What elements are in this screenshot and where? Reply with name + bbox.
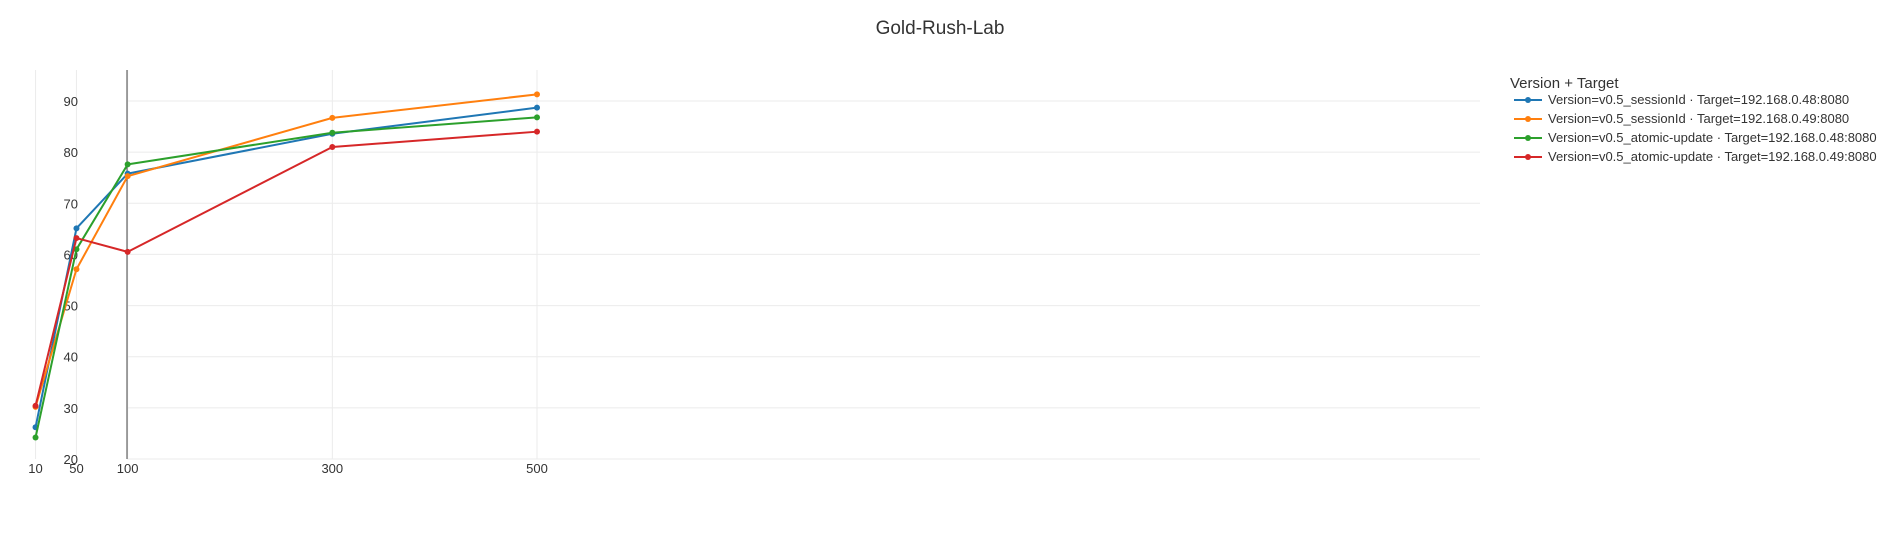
legend-swatch-marker <box>1525 135 1531 141</box>
x-tick-label: 500 <box>526 461 548 476</box>
data-point[interactable] <box>32 402 39 409</box>
legend-swatch-marker <box>1525 97 1531 103</box>
series-line <box>34 106 538 428</box>
x-tick-label: 300 <box>321 461 343 476</box>
series-group <box>32 128 540 409</box>
legend-title: Version + Target <box>1510 75 1619 92</box>
data-point[interactable] <box>534 128 540 135</box>
legend-item[interactable]: Version=v0.5_sessionId · Target=192.168.… <box>1514 111 1849 126</box>
series-group <box>32 104 540 431</box>
x-tick-label: 50 <box>69 461 83 476</box>
y-tick-label: 70 <box>64 196 78 211</box>
y-tick-label: 40 <box>64 350 78 365</box>
y-tick-label: 20 <box>64 452 78 467</box>
data-point[interactable] <box>534 114 540 121</box>
y-tick-label: 80 <box>64 145 78 160</box>
legend-swatch-marker <box>1525 116 1531 122</box>
chart-title: Gold-Rush-Lab <box>876 18 1005 39</box>
legend-label: Version=v0.5_sessionId · Target=192.168.… <box>1548 111 1849 126</box>
data-point[interactable] <box>124 161 131 168</box>
series-line <box>34 130 538 407</box>
data-point[interactable] <box>124 248 131 255</box>
data-point[interactable] <box>329 144 336 151</box>
legend-label: Version=v0.5_atomic-update · Target=192.… <box>1548 130 1877 145</box>
data-point[interactable] <box>534 91 540 98</box>
data-point[interactable] <box>124 173 131 180</box>
legend-label: Version=v0.5_atomic-update · Target=192.… <box>1548 149 1877 164</box>
series-line <box>34 116 538 438</box>
series-line <box>34 93 538 408</box>
y-tick-label: 30 <box>64 401 78 416</box>
data-point[interactable] <box>534 104 540 111</box>
data-point[interactable] <box>73 266 80 273</box>
grid <box>35 70 1480 460</box>
series-group <box>32 114 540 441</box>
data-point[interactable] <box>32 434 39 441</box>
series <box>32 91 540 441</box>
data-point[interactable] <box>73 225 80 232</box>
x-tick-label: 100 <box>117 461 139 476</box>
legend-item[interactable]: Version=v0.5_sessionId · Target=192.168.… <box>1514 92 1849 107</box>
data-point[interactable] <box>73 235 80 242</box>
legend-label: Version=v0.5_sessionId · Target=192.168.… <box>1548 92 1849 107</box>
y-tick-label: 90 <box>64 94 78 109</box>
legend-item[interactable]: Version=v0.5_atomic-update · Target=192.… <box>1514 130 1877 145</box>
legend-item[interactable]: Version=v0.5_atomic-update · Target=192.… <box>1514 149 1877 164</box>
x-tick-label: 10 <box>28 461 42 476</box>
data-point[interactable] <box>329 114 336 121</box>
legend[interactable]: Version + Target Version=v0.5_sessionId … <box>1510 75 1877 164</box>
data-point[interactable] <box>329 129 336 136</box>
legend-swatch-marker <box>1525 154 1531 160</box>
